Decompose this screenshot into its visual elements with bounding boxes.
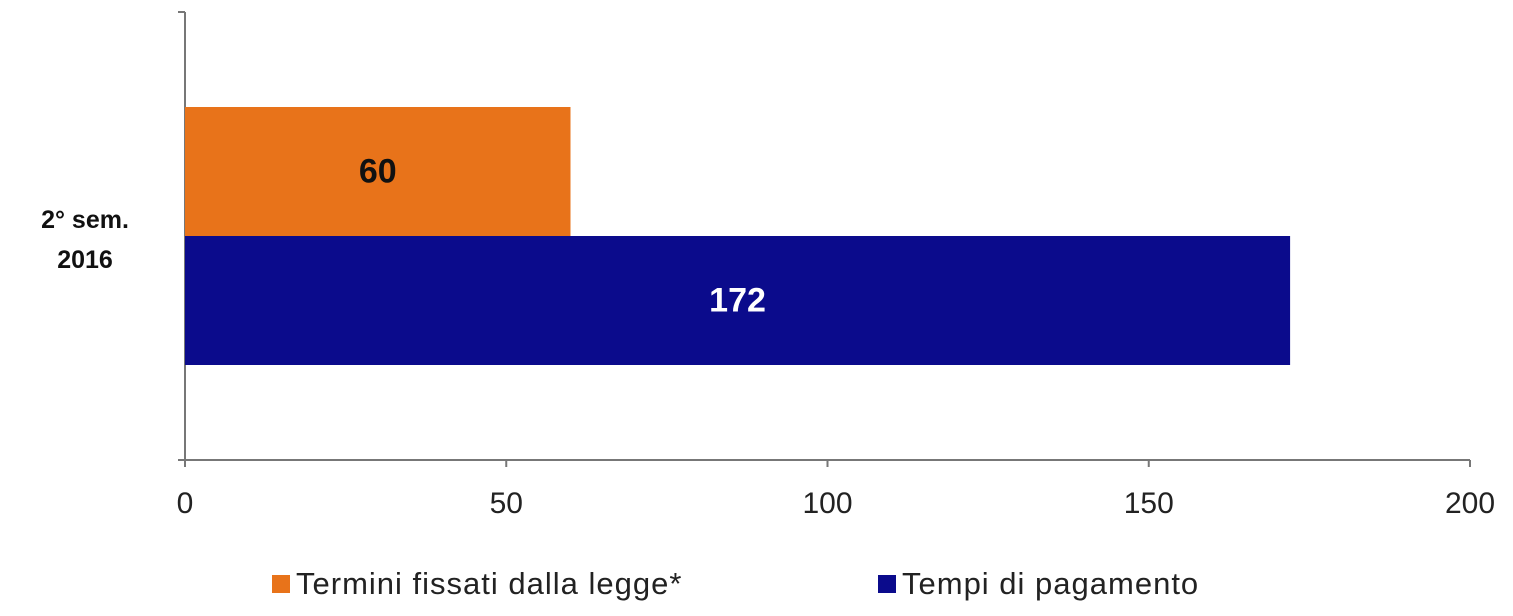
data-label: 172: [709, 281, 766, 319]
x-tick-label: 150: [1124, 487, 1174, 520]
legend-swatch: [272, 575, 290, 593]
x-tick-label: 50: [490, 487, 523, 520]
legend-swatch: [878, 575, 896, 593]
bar: [185, 236, 1291, 365]
x-tick-label: 100: [802, 487, 852, 520]
legend-label: Termini fissati dalla legge*: [296, 566, 682, 601]
x-tick-label: 200: [1445, 487, 1495, 520]
bar: [185, 107, 571, 236]
data-label: 60: [359, 152, 397, 190]
category-label: 2° sem. 2016: [41, 206, 129, 274]
legend-label: Tempi di pagamento: [902, 566, 1199, 601]
x-tick-label: 0: [177, 487, 194, 520]
